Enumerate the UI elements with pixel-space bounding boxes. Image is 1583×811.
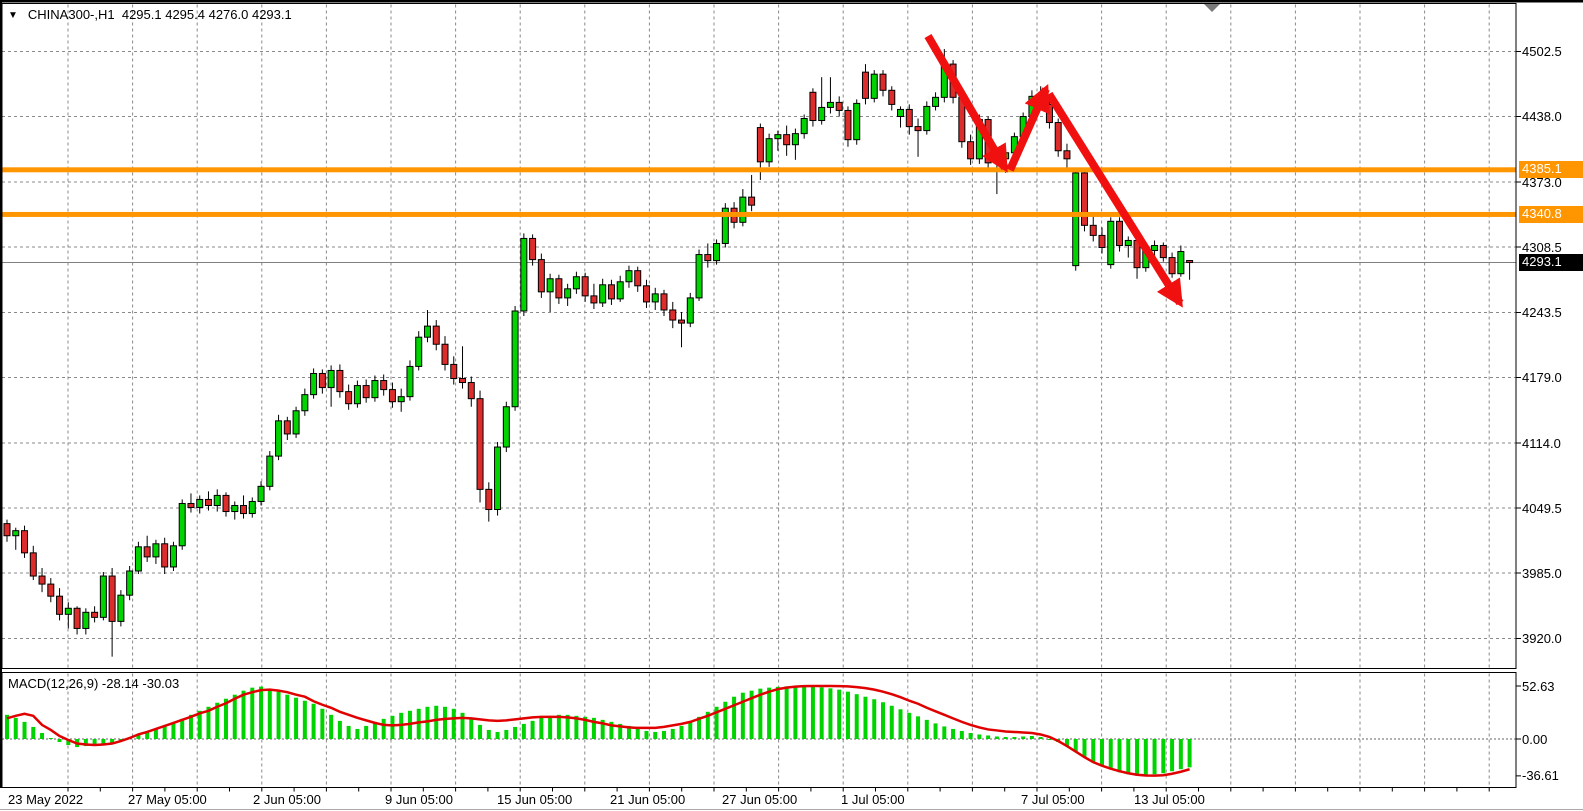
gridlines	[2, 4, 1516, 787]
ohlc-values-label: 4295.1 4295.4 4276.0 4293.1	[121, 7, 292, 22]
macd-indicator-label: MACD(12,26,9) -28.14 -30.03	[8, 676, 180, 691]
price-axis-label: 4438.0	[1522, 108, 1562, 124]
chevron-down-icon[interactable]: ▼	[8, 10, 18, 21]
drawn-arrow-objects[interactable]	[924, 33, 1184, 308]
price-axis-label: 4179.0	[1522, 370, 1562, 385]
price-axis-label: 3920.0	[1522, 631, 1562, 646]
price-axis-label: 4114.0	[1522, 435, 1561, 451]
time-axis-label: 21 Jun 05:00	[610, 792, 686, 807]
time-axis-label: 15 Jun 05:00	[497, 792, 573, 807]
macd-axis-label: -36.61	[1522, 768, 1559, 784]
current-price-tag: 4293.1	[1519, 254, 1583, 272]
macd-axis-label: 52.63	[1522, 678, 1555, 694]
chart-shift-marker[interactable]	[1204, 4, 1220, 12]
symbol-period-label: CHINA300-,H1	[27, 7, 115, 22]
time-axis-label: 7 Jul 05:00	[1021, 792, 1085, 807]
time-axis-label: 2 Jun 05:00	[253, 792, 321, 807]
time-axis-label: 9 Jun 05:00	[385, 792, 453, 807]
macd-signal-line	[6, 684, 1190, 777]
time-axis-label: 27 Jun 05:00	[722, 792, 798, 807]
price-axis-label: 4243.5	[1522, 305, 1562, 320]
price-axis-label: 4308.5	[1522, 239, 1562, 255]
time-axis-label: 23 May 2022	[8, 792, 84, 807]
macd-axis-label: 0.00	[1522, 731, 1548, 747]
chart-title: ▼ CHINA300-,H1 4295.1 4295.4 4276.0 4293.…	[8, 6, 292, 25]
horizontal-line-objects[interactable]	[2, 167, 1516, 217]
axis-ticks	[67, 50, 1521, 792]
price-axis-label: 4049.5	[1522, 500, 1562, 516]
time-axis-label: 1 Jul 05:00	[841, 792, 905, 807]
candlestick-series	[3, 48, 1194, 657]
price-axis-label: 3985.0	[1522, 565, 1562, 581]
hline-price-tag: 4385.1	[1519, 161, 1583, 179]
hline-price-tag: 4340.8	[1519, 205, 1583, 223]
time-axis-label: 27 May 05:00	[128, 792, 207, 807]
macd-histogram	[5, 686, 1192, 776]
price-axis-label: 4502.5	[1522, 43, 1562, 59]
time-axis-label: 13 Jul 05:00	[1134, 792, 1205, 807]
